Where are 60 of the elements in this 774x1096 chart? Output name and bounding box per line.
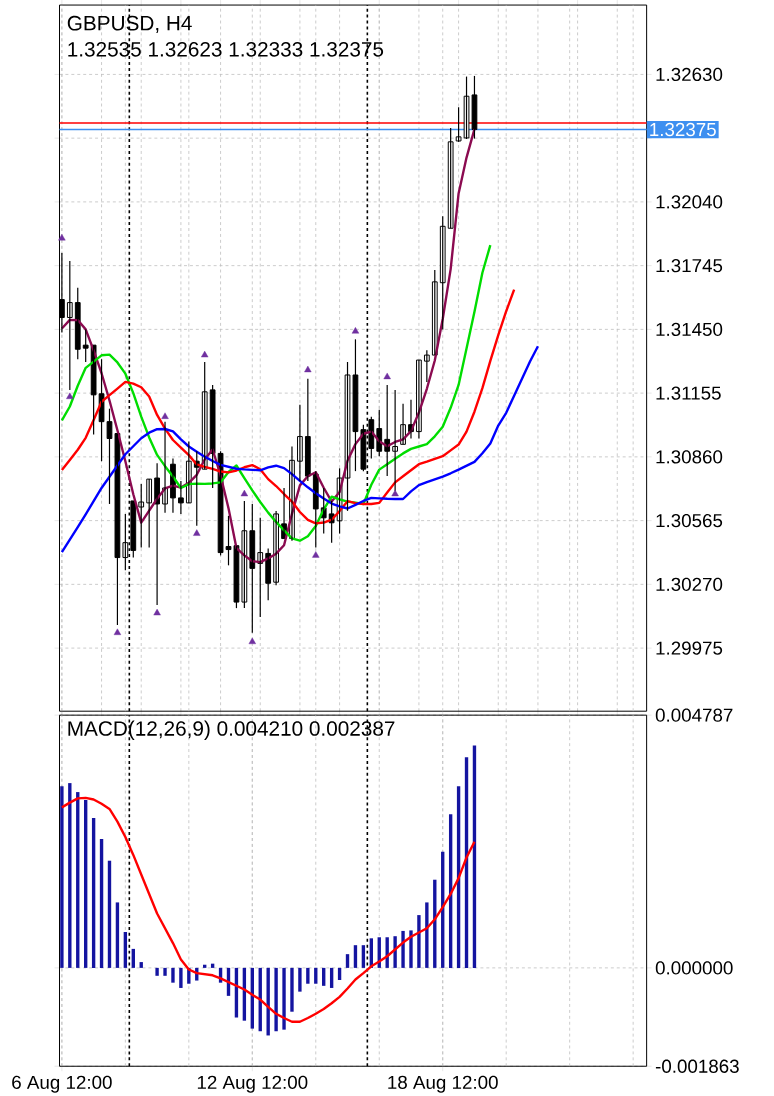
bar <box>282 967 286 1030</box>
bar <box>425 902 429 968</box>
point <box>391 489 399 497</box>
y-tick-label: -0.001863 <box>656 1059 739 1073</box>
point <box>240 489 249 497</box>
bar <box>401 930 405 968</box>
point <box>201 350 209 358</box>
bar <box>290 967 294 1012</box>
bar <box>322 967 326 986</box>
bar <box>266 967 271 1036</box>
bar <box>314 967 318 984</box>
bar <box>353 945 358 968</box>
chart-title: GBPUSD, H4 <box>68 15 193 33</box>
y-tick-label: 1.29975 <box>656 641 723 655</box>
y-tick-label: 1.30565 <box>656 513 723 528</box>
point <box>114 628 122 635</box>
bar <box>139 962 144 968</box>
bar <box>409 930 413 968</box>
y-tick-label: 0.004787 <box>656 708 733 722</box>
point <box>248 637 257 645</box>
bar <box>68 783 72 968</box>
bar <box>179 967 183 988</box>
chart-title: MACD(12,26,9) 0.004210 0.002387 <box>68 720 395 740</box>
y-tick-label: 1.30860 <box>656 450 723 464</box>
y-tick-label: 1.31450 <box>656 322 723 337</box>
point <box>352 327 360 334</box>
line-series <box>60 243 492 542</box>
point <box>312 551 320 558</box>
bar <box>298 967 302 992</box>
bar <box>171 967 175 983</box>
bar <box>361 945 366 968</box>
text: 1.32535 1.32623 1.32333 1.32375 <box>68 41 384 57</box>
x-tick-label: 18 Aug 12:00 <box>388 1075 499 1093</box>
y-tick-label: 1.30270 <box>656 577 723 591</box>
x-tick-label: 6 Aug 12:00 <box>12 1075 112 1093</box>
y-tick-label: 1.31155 <box>656 386 721 400</box>
bar <box>115 902 120 968</box>
candlestick <box>146 478 153 549</box>
point <box>304 365 312 373</box>
y-tick-label: 1.31745 <box>656 258 723 273</box>
candlestick <box>83 328 89 363</box>
bar <box>163 967 167 976</box>
bar <box>417 915 421 968</box>
point <box>161 412 169 419</box>
bar <box>274 967 279 1032</box>
bar <box>155 967 159 976</box>
point <box>383 372 392 380</box>
x-tick-label: 12 Aug 12:00 <box>198 1075 308 1093</box>
bar <box>60 786 64 968</box>
y-tick-label: 1.32630 <box>656 67 723 82</box>
bar <box>346 954 350 968</box>
point <box>58 234 66 241</box>
ref-line-label: 1.32375 <box>650 122 717 137</box>
y-tick-label: 1.32040 <box>656 195 723 209</box>
y-tick-label: 0.000000 <box>656 961 733 975</box>
point <box>193 529 201 536</box>
candlestick <box>138 483 145 549</box>
point <box>153 608 161 616</box>
bar <box>306 967 310 984</box>
point <box>66 392 74 399</box>
